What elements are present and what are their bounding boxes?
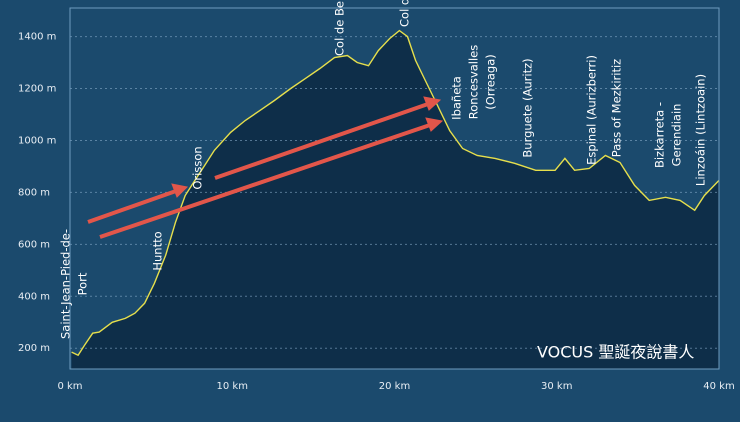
- place-label: Pass of Mezkiritiz: [610, 59, 624, 157]
- place-label: Roncesvalles: [467, 45, 481, 120]
- place-label: Huntto: [151, 231, 165, 270]
- arrow-head: [425, 117, 444, 132]
- y-tick-label: 600 m: [18, 239, 50, 250]
- place-label: (Orreaga): [484, 54, 498, 110]
- watermark: VOCUS 聖誕夜說書人: [537, 343, 694, 362]
- x-tick-label: 10 km: [217, 381, 248, 392]
- place-label: Col d: [398, 0, 412, 27]
- y-tick-label: 1200 m: [18, 84, 56, 95]
- y-tick-label: 400 m: [18, 291, 50, 302]
- arrow-head: [423, 96, 442, 111]
- arrow: [214, 102, 429, 180]
- area-fill: [71, 30, 720, 369]
- place-label: Bizkarreta -: [653, 102, 667, 168]
- x-tick-label: 20 km: [379, 381, 410, 392]
- profile-line: [71, 29, 720, 357]
- x-tick-label: 40 km: [703, 381, 734, 392]
- place-label: Orisson: [191, 146, 205, 189]
- x-tick-label: 0 km: [57, 381, 82, 392]
- place-label: Espinal (Aurizberri): [585, 55, 599, 165]
- x-tick-label: 30 km: [541, 381, 572, 392]
- place-label: Burguete (Auritz): [521, 58, 535, 157]
- arrow-head: [171, 183, 189, 198]
- place-label: Linzoáin (Lintzoain): [694, 74, 708, 186]
- arrow: [99, 123, 431, 239]
- place-label: Ibañeta: [450, 76, 464, 120]
- plot-frame: [69, 7, 720, 370]
- y-tick-label: 1400 m: [18, 32, 56, 43]
- place-label: Col de Be: [333, 1, 347, 56]
- y-tick-label: 200 m: [18, 343, 50, 354]
- plot-area: [70, 29, 720, 369]
- place-label: Port: [76, 272, 90, 295]
- arrows: [87, 96, 444, 239]
- arrow: [87, 189, 177, 224]
- place-label: Gerendiain: [670, 104, 684, 167]
- y-tick-label: 1000 m: [18, 135, 56, 146]
- place-label: Saint-Jean-Pied-de-: [59, 229, 73, 339]
- y-tick-label: 800 m: [18, 187, 50, 198]
